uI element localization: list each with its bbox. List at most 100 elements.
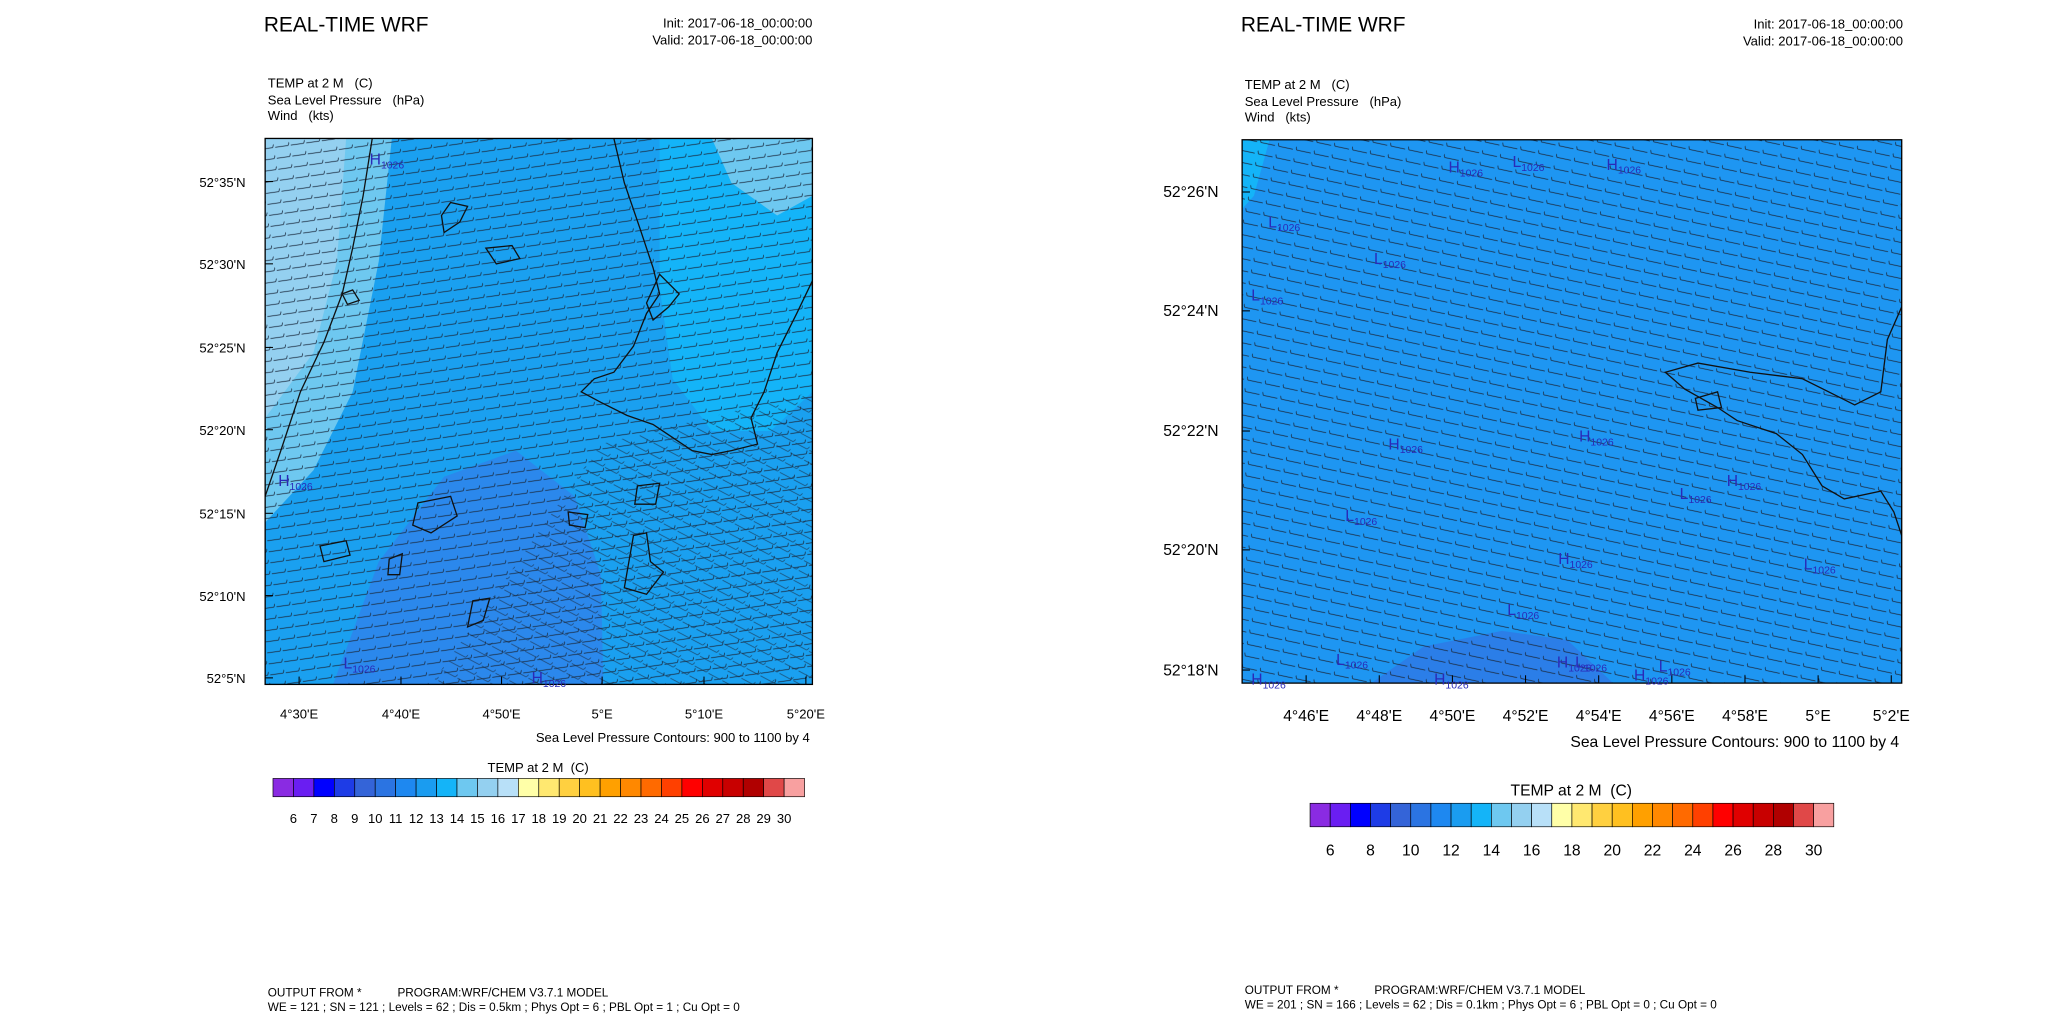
colorbar-label: 22 <box>1644 843 1661 860</box>
pressure-letter: L <box>1345 508 1354 525</box>
pressure-value: 1026 <box>1584 663 1607 674</box>
colorbar-box <box>1732 802 1754 828</box>
colorbar-box <box>436 778 458 798</box>
colorbar-box <box>456 778 478 798</box>
pressure-mark: H1026 <box>1388 436 1423 456</box>
pressure-mark: L1026 <box>1251 287 1283 307</box>
colorbar-box <box>1591 802 1613 828</box>
colorbar-label: 20 <box>1603 843 1621 860</box>
pressure-mark: L1026 <box>1336 652 1368 672</box>
lat-label: 52°15'N <box>199 507 245 522</box>
lon-label: 5°20'E <box>787 706 825 721</box>
lat-label: 52°25'N <box>199 341 245 356</box>
colorbar-box <box>783 778 805 798</box>
colorbar-label: 24 <box>654 811 669 826</box>
pressure-mark: L1026 <box>1345 508 1377 528</box>
colorbar-label: 20 <box>572 811 587 826</box>
colorbar-label: 24 <box>1684 843 1702 860</box>
lon-label: 4°50'E <box>1429 708 1475 725</box>
colorbar-box <box>742 778 765 798</box>
colorbar-label: 7 <box>310 811 317 826</box>
pressure-value: 1026 <box>1590 437 1613 448</box>
map-frame <box>1241 139 1903 684</box>
pressure-mark: L1026 <box>1804 556 1836 576</box>
colorbar-label: 18 <box>532 811 547 826</box>
pressure-value: 1026 <box>1260 296 1283 307</box>
pressure-value: 1026 <box>1812 565 1835 576</box>
lon-label: 4°48'E <box>1356 708 1402 725</box>
lon-label: 4°40'E <box>382 706 420 721</box>
pressure-mark: H1026 <box>278 473 313 493</box>
colorbar-label: 22 <box>613 811 628 826</box>
lon-label: 4°46'E <box>1283 708 1329 725</box>
pressure-letter: L <box>1659 658 1668 675</box>
pressure-mark: H1026 <box>1634 667 1669 687</box>
pressure-mark: H1026 <box>1448 159 1483 179</box>
pressure-value: 1026 <box>1354 517 1377 528</box>
colorbar-box <box>1470 802 1492 828</box>
pressure-mark: H1026 <box>532 670 567 690</box>
pressure-letter: L <box>1336 652 1345 669</box>
footer-line: WE = 121 ; SN = 121 ; Levels = 62 ; Dis … <box>268 1001 741 1014</box>
colorbar-label: 8 <box>331 811 338 826</box>
pressure-mark: H1026 <box>1607 157 1642 177</box>
colorbar-label: 14 <box>1483 843 1501 860</box>
pressure-letter: H <box>278 473 289 490</box>
pressure-value: 1026 <box>1568 663 1591 674</box>
pressure-mark: H1026 <box>1251 671 1286 691</box>
map-right <box>1242 139 1902 684</box>
colorbar-title: TEMP at 2 M (C) <box>487 760 588 775</box>
colorbar-box <box>374 778 396 798</box>
colorbar-box <box>620 778 642 798</box>
colorbar-label: 28 <box>736 811 751 826</box>
colorbar-label: 30 <box>777 811 792 826</box>
valid-time: Valid: 2017-06-18_00:00:00 <box>652 32 812 47</box>
field-label: Sea Level Pressure (hPa) <box>268 92 425 107</box>
colorbar-label: 21 <box>593 811 608 826</box>
field-label: Wind (kts) <box>268 108 334 123</box>
pressure-mark: H1026 <box>370 152 405 172</box>
init-time: Init: 2017-06-18_00:00:00 <box>1754 17 1903 32</box>
pressure-value: 1026 <box>1277 223 1300 234</box>
colorbar-box <box>1611 802 1633 828</box>
colorbar-label: 19 <box>552 811 567 826</box>
colorbar-box <box>272 778 294 798</box>
pressure-mark: H1026 <box>1557 654 1592 674</box>
pressure-mark: L1026 <box>344 656 376 676</box>
lon-label: 4°58'E <box>1722 708 1768 725</box>
colorbar-label: 27 <box>716 811 731 826</box>
colorbar-box <box>1652 802 1673 828</box>
lat-label: 52°5'N <box>207 671 246 686</box>
contour-note: Sea Level Pressure Contours: 900 to 1100… <box>536 730 810 745</box>
pressure-value: 1026 <box>1345 661 1368 672</box>
field-label: Sea Level Pressure (hPa) <box>1245 94 1402 109</box>
plot-title: REAL-TIME WRF <box>1241 13 1406 36</box>
lat-label: 52°26'N <box>1163 184 1218 201</box>
init-time: Init: 2017-06-18_00:00:00 <box>663 15 812 30</box>
lat-label: 52°20'N <box>199 423 245 438</box>
lat-label: 52°30'N <box>199 257 245 272</box>
pressure-value: 1026 <box>290 482 313 493</box>
pressure-mark: L1026 <box>1374 251 1406 271</box>
lon-label: 4°56'E <box>1649 708 1695 725</box>
pressure-letter: L <box>344 656 353 673</box>
lat-label: 52°35'N <box>199 175 245 190</box>
pressure-value: 1026 <box>1645 676 1668 687</box>
pressure-letter: L <box>1251 287 1260 304</box>
pressure-letter: H <box>1558 551 1569 568</box>
colorbar-box <box>1692 802 1714 828</box>
colorbar-box <box>415 778 437 798</box>
colorbar-box <box>497 778 519 798</box>
valid-time: Valid: 2017-06-18_00:00:00 <box>1743 34 1903 49</box>
pressure-letter: L <box>1374 251 1383 268</box>
pressure-letter: H <box>1579 428 1590 445</box>
colorbar-label: 12 <box>409 811 424 826</box>
pressure-mark: H1026 <box>1558 551 1593 571</box>
colorbar-box <box>538 778 560 798</box>
map-frame <box>264 137 814 686</box>
lon-label: 5°10'E <box>685 706 723 721</box>
colorbar-box <box>1632 802 1653 828</box>
pressure-value: 1026 <box>1445 680 1468 691</box>
pressure-value: 1026 <box>543 679 566 690</box>
lat-label: 52°20'N <box>1163 542 1218 559</box>
